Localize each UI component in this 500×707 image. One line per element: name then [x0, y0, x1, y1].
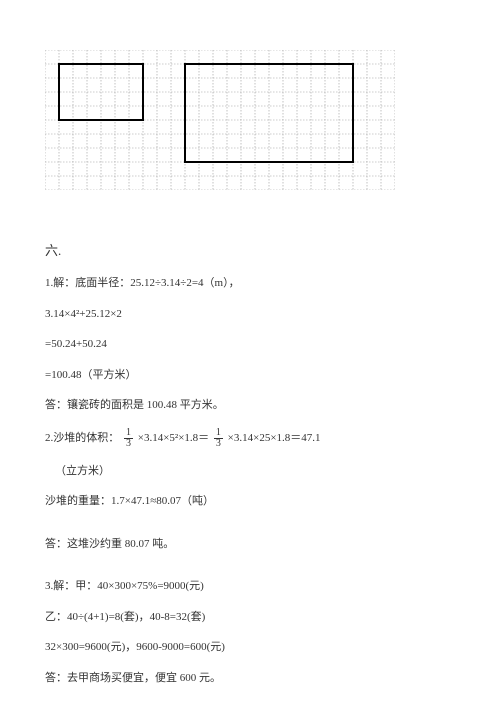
problem-3-line-1: 3.解：甲：40×300×75%=9000(元) — [45, 578, 455, 595]
problem-2-unit: （立方米） — [45, 463, 455, 480]
problem-1-answer: 答：镶瓷砖的面积是 100.48 平方米。 — [45, 397, 455, 414]
text-fragment: ×3.14×5²×1.8＝ — [138, 432, 209, 444]
text-fragment: ×3.14×25×1.8＝47.1 — [228, 432, 321, 444]
problem-3-line-2: 乙：40÷(4+1)=8(套)，40-8=32(套) — [45, 609, 455, 626]
grid-svg — [45, 50, 395, 190]
grid-figure — [45, 50, 455, 190]
problem-1-line-4: =100.48（平方米） — [45, 367, 455, 384]
problem-2-weight: 沙堆的重量：1.7×47.1≈80.07（吨） — [45, 493, 455, 510]
problem-2-answer: 答：这堆沙约重 80.07 吨。 — [45, 536, 455, 553]
problem-1-line-2: 3.14×4²+25.12×2 — [45, 306, 455, 323]
text-fragment: 2.沙堆的体积： — [45, 432, 119, 444]
fraction-denominator: 3 — [214, 439, 223, 449]
problem-2-volume: 2.沙堆的体积： 1 3 ×3.14×5²×1.8＝ 1 3 ×3.14×25×… — [45, 428, 455, 449]
problem-3-answer: 答：去甲商场买便宜，便宜 600 元。 — [45, 670, 455, 687]
fraction-icon: 1 3 — [214, 428, 223, 449]
problem-1-line-1: 1.解：底面半径：25.12÷3.14÷2=4（m）， — [45, 275, 455, 292]
fraction-denominator: 3 — [124, 439, 133, 449]
section-number: 六. — [45, 240, 455, 259]
fraction-numerator: 1 — [214, 428, 223, 439]
fraction-numerator: 1 — [124, 428, 133, 439]
fraction-icon: 1 3 — [124, 428, 133, 449]
problem-1-line-3: =50.24+50.24 — [45, 336, 455, 353]
problem-3-line-3: 32×300=9600(元)，9600-9000=600(元) — [45, 639, 455, 656]
